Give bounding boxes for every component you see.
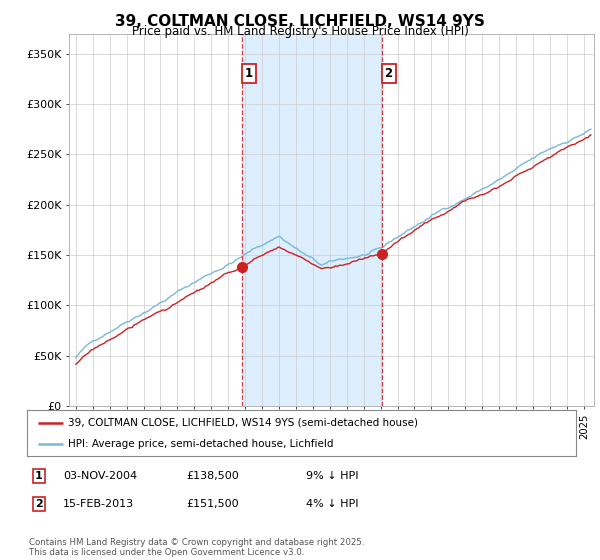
Text: 2: 2 bbox=[385, 67, 392, 80]
Text: 4% ↓ HPI: 4% ↓ HPI bbox=[306, 499, 359, 509]
Bar bbox=[242, 34, 382, 406]
Text: HPI: Average price, semi-detached house, Lichfield: HPI: Average price, semi-detached house,… bbox=[68, 439, 334, 449]
Text: 03-NOV-2004: 03-NOV-2004 bbox=[63, 471, 137, 481]
Text: 39, COLTMAN CLOSE, LICHFIELD, WS14 9YS (semi-detached house): 39, COLTMAN CLOSE, LICHFIELD, WS14 9YS (… bbox=[68, 418, 418, 428]
Text: Contains HM Land Registry data © Crown copyright and database right 2025.
This d: Contains HM Land Registry data © Crown c… bbox=[29, 538, 364, 557]
Text: £151,500: £151,500 bbox=[186, 499, 239, 509]
Text: 1: 1 bbox=[245, 67, 253, 80]
Text: 39, COLTMAN CLOSE, LICHFIELD, WS14 9YS: 39, COLTMAN CLOSE, LICHFIELD, WS14 9YS bbox=[115, 14, 485, 29]
Text: Price paid vs. HM Land Registry's House Price Index (HPI): Price paid vs. HM Land Registry's House … bbox=[131, 25, 469, 38]
Text: 2: 2 bbox=[35, 499, 43, 509]
Text: 1: 1 bbox=[35, 471, 43, 481]
Text: 9% ↓ HPI: 9% ↓ HPI bbox=[306, 471, 359, 481]
Text: 15-FEB-2013: 15-FEB-2013 bbox=[63, 499, 134, 509]
Text: £138,500: £138,500 bbox=[186, 471, 239, 481]
